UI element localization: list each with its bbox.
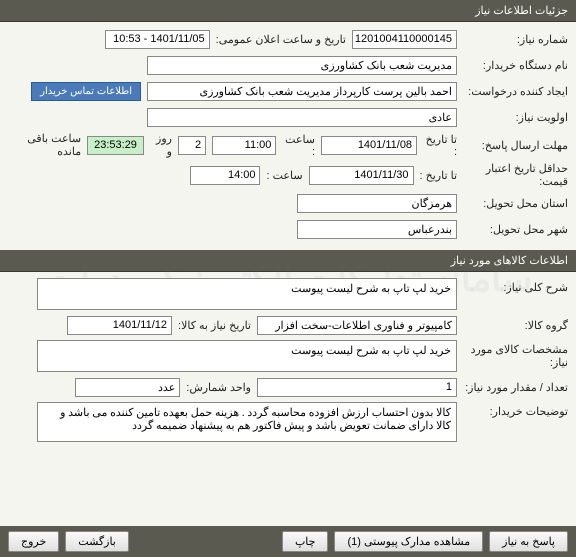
label-item-group: گروه کالا: [463, 319, 568, 332]
label-city: شهر محل تحویل: [463, 223, 568, 236]
exit-button[interactable]: خروج [8, 531, 59, 552]
field-city: بندرعباس [297, 220, 457, 239]
label-need-date: تاریخ نیاز به کالا: [178, 319, 251, 332]
items-header: اطلاعات کالاهای مورد نیاز [0, 250, 576, 272]
attachments-button[interactable]: مشاهده مدارک پیوستی (1) [334, 531, 483, 552]
field-validity-date: 1401/11/30 [309, 166, 414, 185]
field-requester: احمد بالین پرست کارپرداز مدیریت شعب بانک… [147, 82, 457, 101]
label-need-no: شماره نیاز: [463, 33, 568, 46]
label-province: استان محل تحویل: [463, 197, 568, 210]
field-validity-time: 14:00 [190, 166, 260, 185]
main-header: جزئیات اطلاعات نیاز [0, 0, 576, 22]
label-announce-date: تاریخ و ساعت اعلان عمومی: [216, 33, 346, 46]
field-need-no: 1201004110000145 [352, 30, 457, 49]
countdown-timer: 23:53:29 [87, 136, 144, 155]
field-unit: عدد [75, 378, 180, 397]
label-unit: واحد شمارش: [186, 381, 251, 394]
field-need-date: 1401/11/12 [67, 316, 172, 335]
label-hour: ساعت : [282, 133, 315, 158]
label-hour2: ساعت : [266, 169, 302, 182]
field-deadline-time: 11:00 [212, 136, 276, 155]
field-deadline-date: 1401/11/08 [321, 136, 417, 155]
field-days: 2 [178, 136, 206, 155]
label-general-desc: شرح کلی نیاز: [463, 278, 568, 294]
field-qty: 1 [257, 378, 457, 397]
label-remaining: ساعت باقی مانده [8, 132, 81, 158]
print-button[interactable]: چاپ [282, 531, 329, 552]
field-priority: عادی [147, 108, 457, 127]
label-qty: تعداد / مقدار مورد نیاز: [463, 381, 568, 394]
label-buyer-org: نام دستگاه خریدار: [463, 59, 568, 72]
label-to-date2: تا تاریخ : [420, 169, 457, 182]
field-buyer-org: مدیریت شعب بانک کشاورزی [147, 56, 457, 75]
label-deadline: مهلت ارسال پاسخ: [463, 139, 568, 152]
label-price-validity: حداقل تاریخ اعتبار قیمت: [463, 162, 568, 188]
label-days-and: روز و [150, 132, 172, 158]
label-requester: ایجاد کننده درخواست: [463, 85, 568, 98]
field-province: هرمزگان [297, 194, 457, 213]
contact-info-button[interactable]: اطلاعات تماس خریدار [31, 82, 141, 101]
label-priority: اولویت نیاز: [463, 111, 568, 124]
label-buyer-notes: توضیحات خریدار: [463, 402, 568, 418]
field-buyer-notes: کالا بدون احتساب ارزش افزوده محاسبه گردد… [37, 402, 457, 442]
back-button[interactable]: بازگشت [65, 531, 129, 552]
label-item-spec: مشخصات کالای مورد نیاز: [463, 340, 568, 369]
field-general-desc: خرید لپ تاپ به شرح لیست پیوست [37, 278, 457, 310]
field-item-spec: خرید لپ تاپ به شرح لیست پیوست [37, 340, 457, 372]
field-announce-date: 1401/11/05 - 10:53 [105, 30, 210, 49]
respond-button[interactable]: پاسخ به نیاز [489, 531, 568, 552]
field-item-group: کامپیوتر و فناوری اطلاعات-سخت افزار [257, 316, 457, 335]
label-to-date: تا تاریخ : [423, 133, 457, 158]
footer-toolbar: پاسخ به نیاز مشاهده مدارک پیوستی (1) چاپ… [0, 526, 576, 557]
